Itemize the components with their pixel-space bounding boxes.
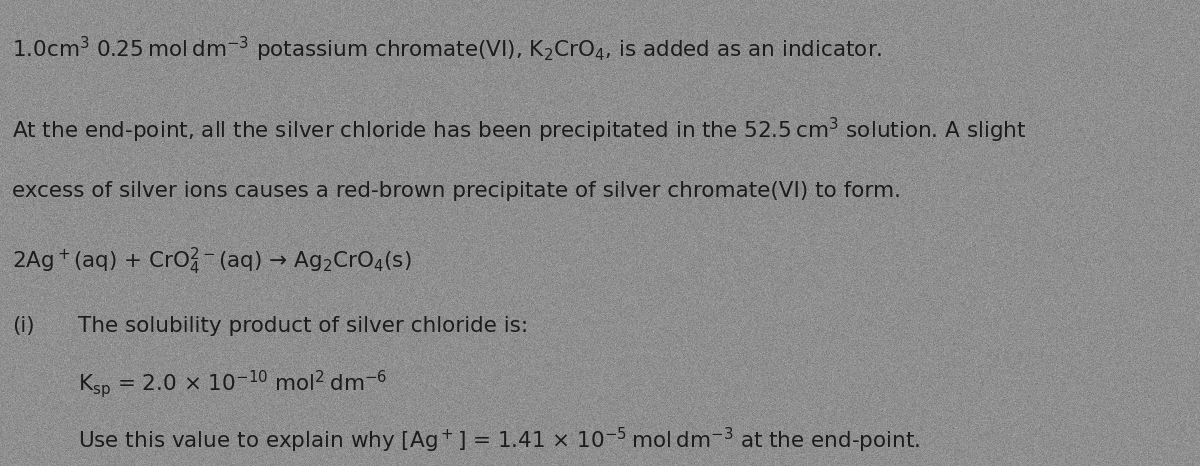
Text: Use this value to explain why [Ag$\mathregular{^+}$] = 1.41 × 10$\mathregular{^{: Use this value to explain why [Ag$\mathr… bbox=[78, 426, 920, 455]
Text: At the end-point, all the silver chloride has been precipitated in the 52.5 cm$\: At the end-point, all the silver chlorid… bbox=[12, 116, 1026, 145]
Text: 2Ag$\mathregular{^+}$(aq) + CrO$\mathregular{_4^{2−}}$(aq) → Ag$\mathregular{_2}: 2Ag$\mathregular{^+}$(aq) + CrO$\mathreg… bbox=[12, 246, 412, 276]
Text: The solubility product of silver chloride is:: The solubility product of silver chlorid… bbox=[78, 316, 528, 336]
Text: 1.0cm$\mathregular{^3}$ 0.25 mol dm$\mathregular{^{-3}}$ potassium chromate(VI),: 1.0cm$\mathregular{^3}$ 0.25 mol dm$\mat… bbox=[12, 34, 882, 63]
Text: (i): (i) bbox=[12, 316, 35, 336]
Text: K$\mathregular{_{sp}}$ = 2.0 × 10$\mathregular{^{-10}}$ mol$\mathregular{^2}$ dm: K$\mathregular{_{sp}}$ = 2.0 × 10$\mathr… bbox=[78, 369, 388, 400]
Text: excess of silver ions causes a red-brown precipitate of silver chromate(VI) to f: excess of silver ions causes a red-brown… bbox=[12, 181, 901, 201]
